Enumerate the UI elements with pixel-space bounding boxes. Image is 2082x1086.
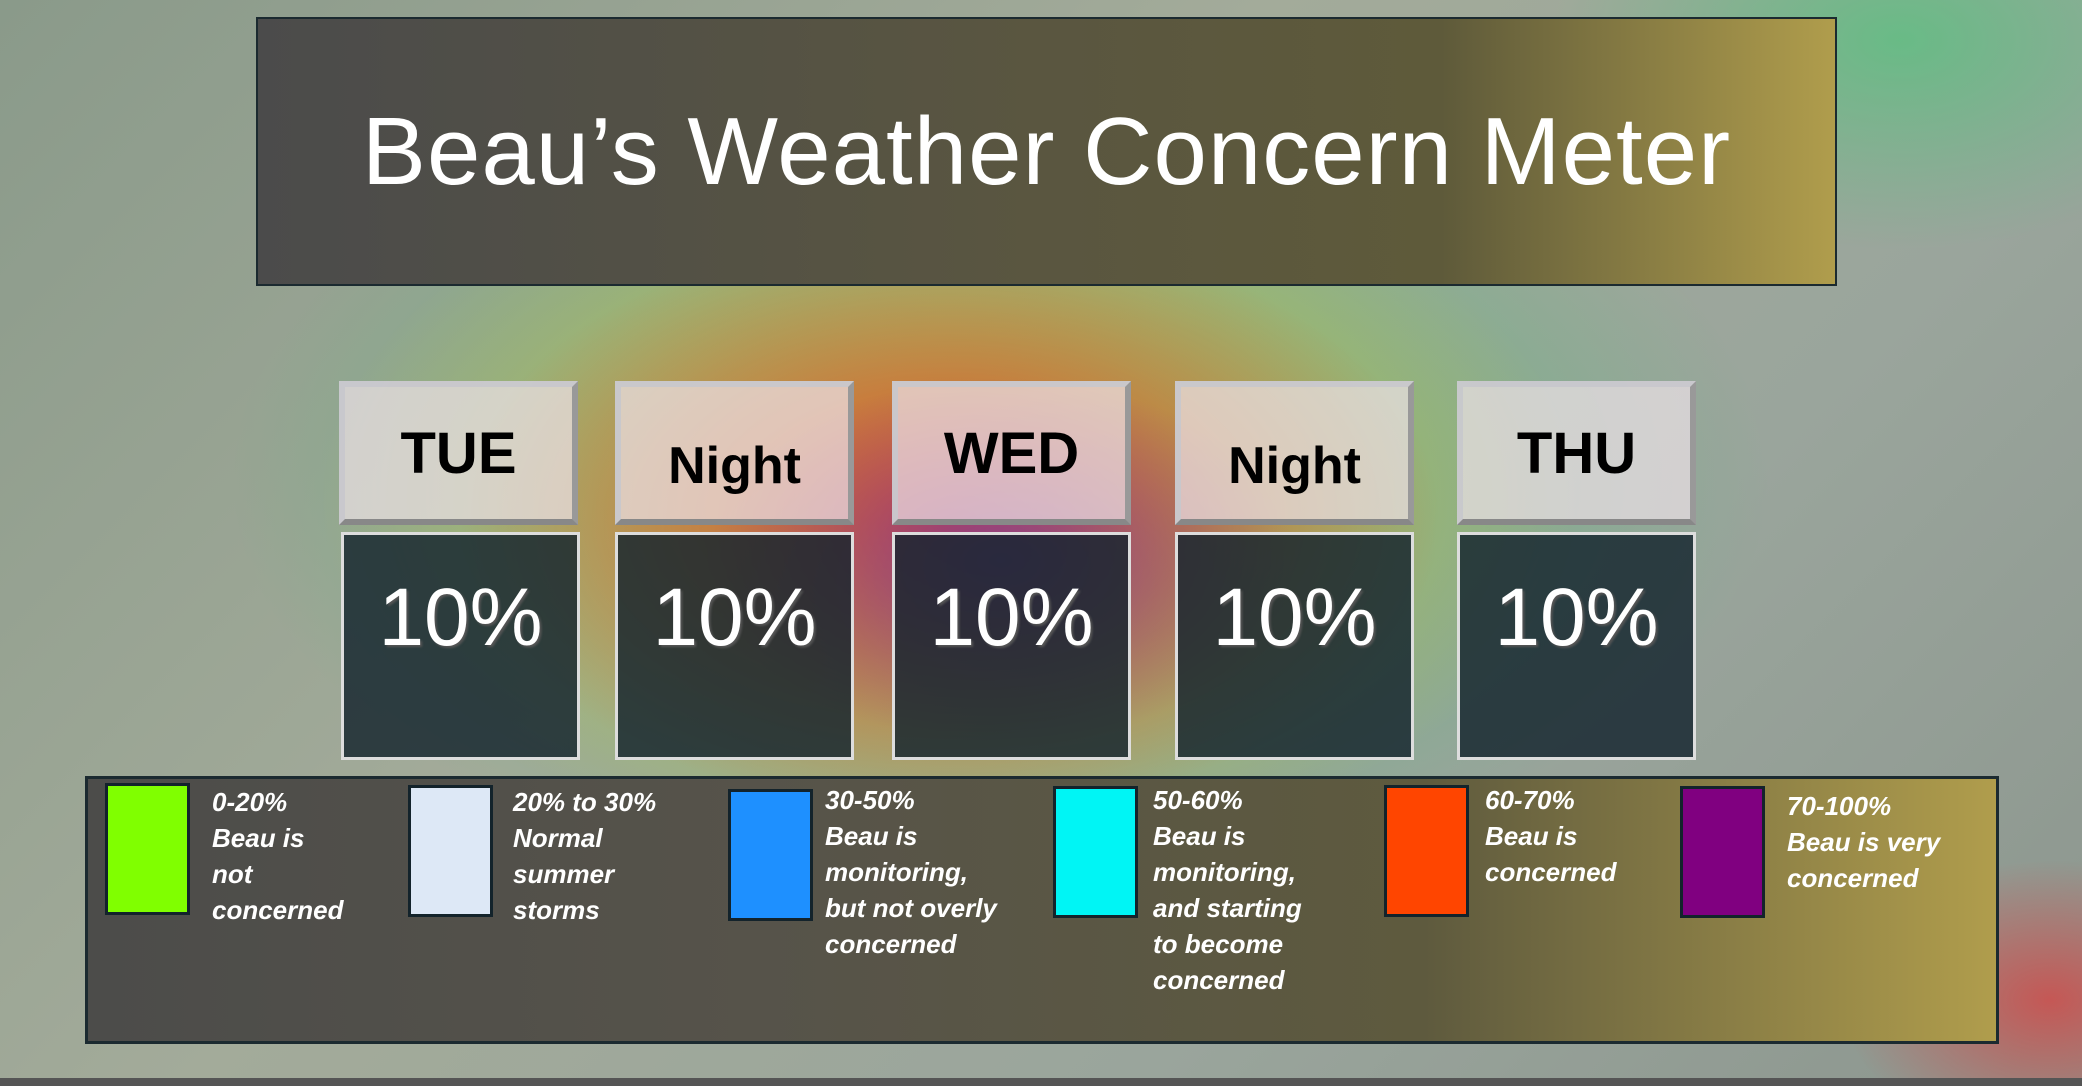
legend-description-line: monitoring, [1153,857,1296,887]
legend-description-line: not [212,859,253,889]
legend-text: 70-100% Beau is very concerned [1787,788,1940,896]
day-label-text: WED [943,420,1080,486]
legend-description-line: Beau is [212,823,305,853]
legend-text: 50-60% Beau is monitoring, and starting to b… [1153,782,1302,998]
legend-description-line: Normal [513,823,603,853]
legend-description-line: but not overly [825,893,997,923]
concern-value-wed: 10% [892,532,1131,760]
legend-description-line: concerned [1485,857,1617,887]
day-label-text: Night [1228,437,1361,495]
legend-description-line: to become [1153,929,1284,959]
concern-value-text: 10% [1212,572,1377,663]
legend-description-line: concerned [1787,863,1919,893]
concern-value-tue-night: 10% [615,532,854,760]
legend-text: 0-20% Beau is not concerned [212,784,344,928]
legend-description-line: and starting [1153,893,1302,923]
legend-description-line: summer [513,859,615,889]
legend-swatch [1384,785,1469,917]
legend-description-line: monitoring, [825,857,968,887]
legend-description-line: Beau is [1485,821,1578,851]
legend-range: 30-50% [825,785,915,815]
concern-value-thu: 10% [1457,532,1696,760]
legend-text: 20% to 30% Normal summer storms [513,784,656,928]
legend-swatch [1053,786,1138,918]
day-label-text: Night [668,437,801,495]
legend-range: 50-60% [1153,785,1243,815]
day-label-wed-night: Night [1175,381,1414,525]
legend-range: 0-20% [212,787,288,817]
concern-value-tue: 10% [341,532,580,760]
legend-swatch [105,783,190,915]
title-banner: Beau’s Weather Concern Meter [256,17,1837,286]
legend-description-line: Beau is [825,821,918,851]
concern-value-text: 10% [378,572,543,663]
legend-description-line: concerned [825,929,957,959]
legend-text: 30-50% Beau is monitoring, but not overly co… [825,782,997,962]
legend-range: 60-70% [1485,785,1575,815]
legend-description-line: Beau is [1153,821,1246,851]
page-title: Beau’s Weather Concern Meter [361,97,1732,205]
legend-range: 20% to 30% [513,787,657,817]
legend-description-line: concerned [1153,965,1285,995]
day-label-tue: TUE [339,381,578,525]
legend-description-line: storms [513,895,600,925]
legend-range: 70-100% [1787,791,1892,821]
concern-value-text: 10% [652,572,817,663]
legend-text: 60-70% Beau is concerned [1485,782,1617,890]
concern-value-wed-night: 10% [1175,532,1414,760]
legend-description-line: Beau is very [1787,827,1941,857]
bottom-bar [0,1078,2082,1086]
legend-swatch [728,789,813,921]
legend-swatch [408,785,493,917]
day-label-tue-night: Night [615,381,854,525]
legend-swatch [1680,786,1765,918]
day-label-text: TUE [400,420,517,486]
day-label-wed: WED [892,381,1131,525]
legend-description-line: concerned [212,895,344,925]
day-label-text: THU [1516,420,1637,486]
concern-value-text: 10% [929,572,1094,663]
day-label-thu: THU [1457,381,1696,525]
concern-value-text: 10% [1494,572,1659,663]
